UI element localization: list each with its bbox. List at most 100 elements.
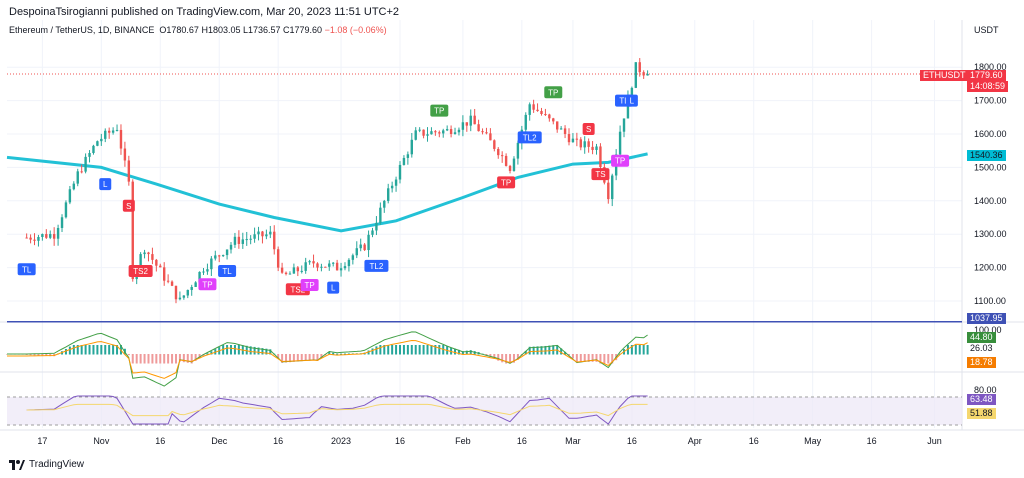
macd-hist-bar bbox=[92, 345, 95, 355]
signal-badge bbox=[544, 86, 563, 99]
candle-body bbox=[595, 146, 598, 150]
tradingview-brand[interactable]: TradingView bbox=[9, 459, 84, 470]
macd-hist-bar bbox=[178, 354, 181, 362]
macd-hist-bar bbox=[112, 345, 115, 355]
macd-signal-tag: 18.78 bbox=[967, 357, 996, 368]
rsi-value-tag: 63.48 bbox=[967, 394, 996, 405]
rsi-ma-tag: 51.88 bbox=[967, 408, 996, 419]
candle-body bbox=[556, 121, 559, 130]
macd-hist-bar bbox=[501, 354, 504, 363]
candle-body bbox=[52, 234, 56, 239]
macd-hist-bar bbox=[461, 351, 464, 355]
candle-body bbox=[324, 266, 327, 268]
macd-hist-bar bbox=[72, 345, 75, 355]
candle-body bbox=[96, 141, 99, 146]
candle-body bbox=[418, 129, 421, 131]
candle-body bbox=[33, 239, 36, 241]
signal-label: L bbox=[103, 180, 108, 189]
candle-body bbox=[206, 269, 209, 272]
candle-body bbox=[304, 262, 307, 271]
macd-hist-bar bbox=[512, 354, 515, 363]
candle-body bbox=[611, 175, 614, 200]
candle-body bbox=[25, 237, 28, 239]
x-tick-label: May bbox=[804, 436, 822, 446]
candle-body bbox=[127, 160, 131, 182]
candle-body bbox=[339, 268, 343, 271]
candle-body bbox=[438, 132, 441, 134]
macd-hist-bar bbox=[395, 345, 398, 355]
macd-hist-bar bbox=[567, 354, 570, 356]
macd-tick-label: 100.00 bbox=[974, 325, 1002, 335]
candle-body bbox=[512, 158, 516, 171]
macd-hist-bar bbox=[45, 354, 48, 357]
macd-hist-bar bbox=[343, 353, 346, 355]
candle-body bbox=[552, 118, 555, 122]
price-change: −1.08 (−0.06%) bbox=[324, 25, 387, 35]
candle-body bbox=[434, 131, 437, 133]
candle-body bbox=[638, 62, 641, 73]
candle-body bbox=[237, 236, 241, 244]
macd-hist-bar bbox=[316, 354, 319, 361]
macd-hist-bar bbox=[265, 348, 268, 355]
candle-body bbox=[607, 182, 610, 200]
candle-body bbox=[575, 138, 579, 140]
candle-body bbox=[280, 267, 284, 273]
candle-body bbox=[190, 287, 193, 290]
candle-body bbox=[143, 252, 146, 255]
candle-body bbox=[123, 148, 127, 161]
candle-body bbox=[296, 267, 300, 272]
candle-body bbox=[159, 265, 162, 268]
candle-body bbox=[100, 138, 103, 142]
macd-hist-bar bbox=[80, 345, 83, 355]
signal-label: TP bbox=[501, 178, 511, 187]
macd-hist-bar bbox=[469, 350, 472, 355]
macd-hist-bar bbox=[375, 346, 378, 355]
candle-body bbox=[300, 270, 303, 272]
candle-body bbox=[630, 87, 634, 96]
candle-body bbox=[331, 262, 335, 264]
macd-hist-bar bbox=[68, 346, 71, 355]
ma-line bbox=[6, 152, 648, 233]
candle-body bbox=[548, 114, 551, 119]
countdown-tag: 14:08:59 bbox=[967, 81, 1009, 92]
candle-body bbox=[516, 142, 520, 159]
macd-hist-bar bbox=[163, 354, 166, 364]
signal-badge bbox=[122, 199, 135, 212]
macd-hist-bar bbox=[198, 354, 201, 359]
macd-hist-bar bbox=[257, 347, 260, 355]
macd-hist-bar bbox=[300, 354, 303, 362]
signal-badge bbox=[591, 168, 610, 181]
signal-label: S bbox=[126, 202, 131, 211]
macd-hist-bar bbox=[37, 354, 40, 356]
macd-signal-line bbox=[7, 339, 648, 379]
macd-hist-bar bbox=[379, 345, 382, 355]
macd-hist-bar bbox=[285, 354, 288, 363]
candle-body bbox=[430, 131, 433, 135]
macd-hist-bar bbox=[135, 354, 138, 364]
macd-pane bbox=[6, 331, 649, 387]
signal-label: TP bbox=[548, 88, 558, 97]
candle-body bbox=[457, 129, 461, 133]
signal-label: TL bbox=[619, 97, 629, 106]
macd-hist-bar bbox=[340, 353, 343, 355]
axes: 1100.00 1200.00 1300.00 1400.00 1500.00 1600.… bbox=[37, 62, 1006, 446]
candle-body bbox=[229, 244, 233, 250]
signal-label: TP bbox=[615, 157, 625, 166]
candle-body bbox=[445, 129, 449, 131]
macd-hist-bar bbox=[206, 353, 209, 355]
candle-body bbox=[536, 109, 539, 112]
candle-body bbox=[245, 239, 248, 241]
macd-hist-bar bbox=[399, 345, 402, 355]
candle-body bbox=[88, 153, 91, 157]
candle-body bbox=[92, 145, 95, 154]
signal-badge bbox=[300, 278, 319, 291]
candle-body bbox=[622, 118, 626, 132]
macd-hist-bar bbox=[595, 354, 598, 362]
macd-hist-bar bbox=[630, 345, 633, 355]
candle-body bbox=[198, 271, 201, 283]
x-tick-label: Mar bbox=[565, 436, 581, 446]
macd-hist-bar bbox=[304, 354, 307, 361]
candle-body bbox=[563, 128, 567, 135]
chart-grid bbox=[0, 20, 1024, 431]
